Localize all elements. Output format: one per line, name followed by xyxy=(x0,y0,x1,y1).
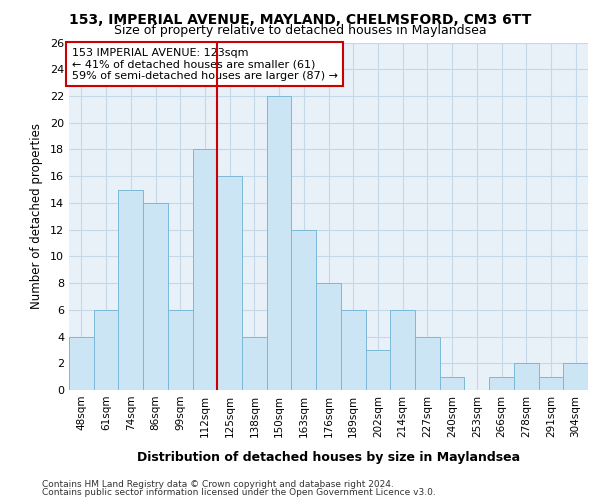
Bar xyxy=(365,350,390,390)
Y-axis label: Number of detached properties: Number of detached properties xyxy=(30,123,43,309)
Text: Size of property relative to detached houses in Maylandsea: Size of property relative to detached ho… xyxy=(113,24,487,37)
Bar xyxy=(489,376,514,390)
Bar xyxy=(341,310,365,390)
Text: 153, IMPERIAL AVENUE, MAYLAND, CHELMSFORD, CM3 6TT: 153, IMPERIAL AVENUE, MAYLAND, CHELMSFOR… xyxy=(69,12,531,26)
Bar xyxy=(415,336,440,390)
Bar xyxy=(242,336,267,390)
Bar xyxy=(440,376,464,390)
Text: Contains HM Land Registry data © Crown copyright and database right 2024.: Contains HM Land Registry data © Crown c… xyxy=(42,480,394,489)
Bar xyxy=(292,230,316,390)
Bar xyxy=(316,283,341,390)
Bar xyxy=(143,203,168,390)
Bar xyxy=(217,176,242,390)
Bar xyxy=(168,310,193,390)
Bar xyxy=(267,96,292,390)
Bar xyxy=(94,310,118,390)
Bar xyxy=(118,190,143,390)
Bar xyxy=(193,150,217,390)
X-axis label: Distribution of detached houses by size in Maylandsea: Distribution of detached houses by size … xyxy=(137,451,520,464)
Text: Contains public sector information licensed under the Open Government Licence v3: Contains public sector information licen… xyxy=(42,488,436,497)
Bar xyxy=(539,376,563,390)
Bar xyxy=(563,364,588,390)
Bar xyxy=(514,364,539,390)
Bar xyxy=(69,336,94,390)
Bar xyxy=(390,310,415,390)
Text: 153 IMPERIAL AVENUE: 123sqm
← 41% of detached houses are smaller (61)
59% of sem: 153 IMPERIAL AVENUE: 123sqm ← 41% of det… xyxy=(71,48,338,81)
